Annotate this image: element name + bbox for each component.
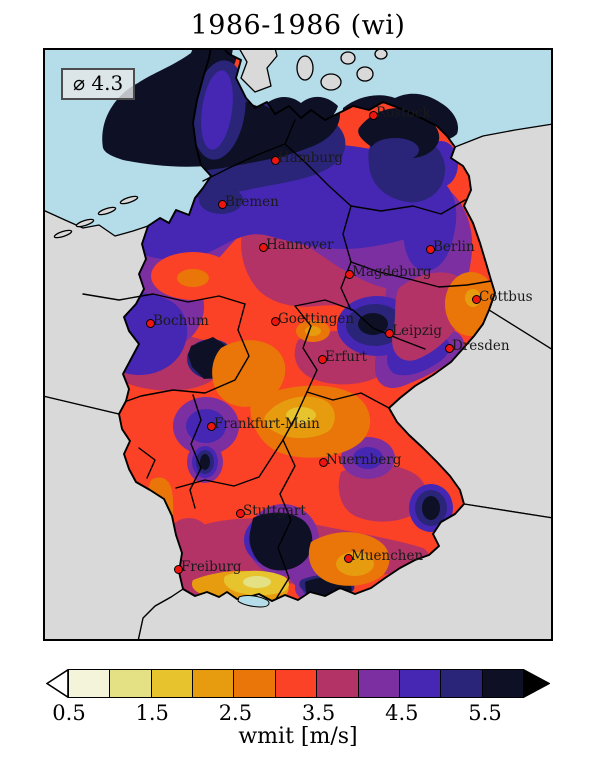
city-marker-magdeburg [344,269,354,279]
city-label-leipzig: Leipzig [392,323,442,339]
city-label-berlin: Berlin [433,239,475,255]
city-marker-hamburg [270,155,280,165]
city-marker-bremen [217,199,227,209]
city-marker-frankfurt-main [206,421,216,431]
colorbar-tick: 5.5 [468,701,502,725]
axes-frame [43,48,553,641]
colorbar-cell-7 [357,670,399,697]
city-marker-berlin [425,244,435,254]
colorbar-tick: 0.5 [52,701,86,725]
city-label-bochum: Bochum [153,313,209,329]
colorbar-tick: 1.5 [135,701,169,725]
city-marker-erfurt [317,354,327,364]
wadden-island [75,218,95,228]
colorbar-cell-0 [69,670,110,697]
colorbar-cell-9 [440,670,482,697]
colorbar-label: wmit [m/s] [238,724,358,749]
city-marker-bochum [145,318,155,328]
city-marker-muenchen [343,553,353,563]
city-label-cottbus: Cottbus [479,289,533,305]
city-label-erfurt: Erfurt [325,349,367,365]
colorbar-cell-5 [274,670,317,697]
city-label-hamburg: Hamburg [278,150,344,166]
colorbar-cell-2 [150,670,193,697]
city-label-frankfurt-main: Frankfurt-Main [214,416,320,432]
colorbar-cell-6 [316,670,358,697]
land-danish-island [340,51,356,65]
city-marker-freiburg [173,564,183,574]
colorbar-cell-4 [233,670,275,697]
city-marker-leipzig [384,328,394,338]
contour-map [43,48,553,641]
land-danish-island [296,55,314,81]
city-label-muenchen: Muenchen [351,548,424,564]
city-label-hannover: Hannover [266,237,334,253]
city-marker-nuernberg [318,457,328,467]
city-marker-goettingen [270,316,280,326]
city-label-bremen: Bremen [225,194,279,210]
city-label-goettingen: Goettingen [278,311,355,327]
city-layer: Rostock Hamburg Bremen Hannover Berlin Magdeb… [43,48,553,641]
city-marker-hannover [258,242,268,252]
city-label-nuernberg: Nuernberg [326,452,402,468]
colorbar-over-arrow [523,669,550,698]
colorbar-tick: 4.5 [385,701,419,725]
wadden-island [119,195,139,205]
colorbar-under-arrow [46,669,68,698]
city-label-magdeburg: Magdeburg [352,264,432,280]
city-label-stuttgart: Stuttgart [243,503,306,519]
chart-title: 1986-1986 (wi) [190,10,406,41]
city-label-freiburg: Freiburg [181,559,242,575]
wadden-island [97,206,117,216]
city-marker-rostock [368,110,378,120]
city-label-dresden: Dresden [452,338,510,354]
lake-constance [237,595,270,608]
city-marker-cottbus [471,294,481,304]
city-label-rostock: Rostock [376,105,431,121]
land-denmark [238,48,278,93]
city-marker-dresden [444,343,454,353]
land-danish-island [320,73,342,91]
colorbar-cell-1 [109,670,151,697]
colorbar-cell-8 [398,670,441,697]
city-marker-stuttgart [235,508,245,518]
colorbar-cell-3 [192,670,234,697]
state-borders [82,119,492,600]
colorbar-tick: 3.5 [301,701,336,725]
wadden-island [53,229,73,239]
colorbar-tick: 2.5 [218,701,253,725]
land-danish-island [356,66,374,82]
colorbar-cell-10 [481,670,523,697]
map-axes: ⌀ 4.3 Rostock Hamburg Bremen Hannover Berlin… [43,48,553,641]
contour-field [119,48,495,601]
mean-value-badge: ⌀ 4.3 [61,68,136,100]
germany-border [118,48,496,602]
colorbar [68,669,524,698]
